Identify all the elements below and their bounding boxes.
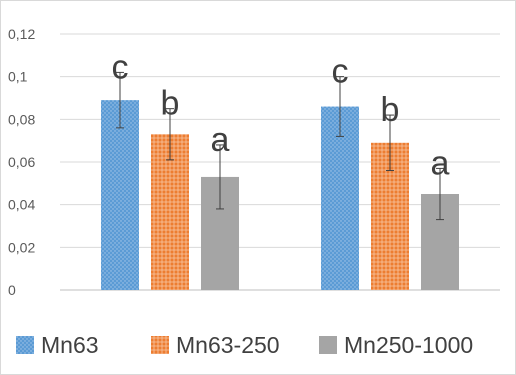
significance-label: b bbox=[381, 91, 400, 129]
bars: c cb baa bbox=[101, 48, 459, 291]
significance-label: a bbox=[431, 144, 450, 182]
y-tick-label: 0,02 bbox=[8, 239, 35, 255]
y-tick-label: 0,06 bbox=[8, 154, 35, 170]
significance-label: b bbox=[161, 85, 180, 123]
significance-label: c bbox=[332, 53, 349, 91]
y-tick-label: 0,04 bbox=[8, 197, 35, 213]
legend-swatch-mn250-1000 bbox=[319, 336, 337, 354]
y-tick-label: 0,08 bbox=[8, 111, 35, 127]
y-tick-label: 0,1 bbox=[8, 69, 28, 85]
significance-label: c bbox=[112, 48, 129, 86]
bar-mn63-2 bbox=[321, 106, 359, 291]
y-axis: 0 0,02 0,04 0,06 0,08 0,1 0,12 bbox=[8, 26, 35, 298]
legend-label-mn63-250: Mn63-250 bbox=[176, 332, 280, 358]
bar-mn63-1 bbox=[101, 100, 139, 290]
legend: Mn63 Mn63-250 Mn250-1000 bbox=[16, 332, 473, 358]
legend-swatch-mn63-250 bbox=[151, 336, 169, 354]
legend-label-mn63: Mn63 bbox=[41, 332, 99, 358]
legend-label-mn250-1000: Mn250-1000 bbox=[344, 332, 473, 358]
y-tick-label: 0 bbox=[8, 282, 16, 298]
y-tick-label: 0,12 bbox=[8, 26, 35, 42]
legend-swatch-mn63 bbox=[16, 336, 34, 354]
significance-label: a bbox=[211, 121, 230, 159]
